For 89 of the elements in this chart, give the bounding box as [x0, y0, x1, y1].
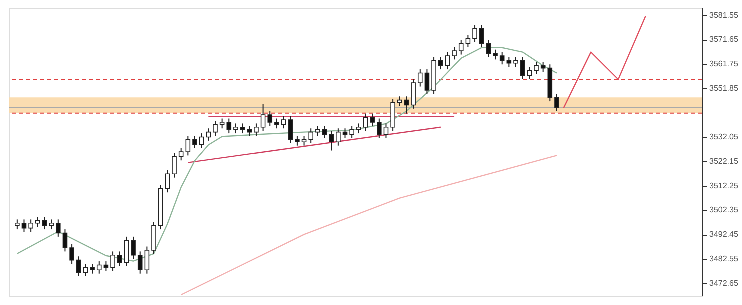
candlestick — [424, 69, 430, 95]
candlestick — [384, 123, 389, 139]
candlestick — [36, 216, 40, 228]
candlestick — [110, 251, 116, 272]
candlestick — [288, 116, 294, 144]
candlestick — [124, 236, 130, 267]
candlestick — [274, 118, 280, 130]
candlestick — [302, 136, 307, 146]
candlestick — [458, 40, 464, 56]
candlestick — [240, 123, 246, 134]
candlestick — [322, 126, 328, 139]
y-tick-label: 3522.15 — [710, 156, 739, 166]
candlestick — [76, 256, 82, 277]
candlestick — [192, 136, 198, 149]
candlestick — [254, 123, 259, 136]
candlestick — [493, 49, 498, 60]
candlestick — [260, 104, 266, 132]
candlestick — [96, 261, 102, 274]
candlestick — [397, 96, 402, 107]
candlestick — [70, 244, 74, 264]
candlestick — [329, 130, 334, 152]
candlestick — [138, 251, 143, 274]
candlestick — [438, 56, 444, 70]
y-tick-label: 3571.65 — [710, 35, 739, 44]
candlestick — [308, 128, 314, 144]
candlestick — [83, 264, 88, 277]
y-tick-label: 3512.25 — [710, 181, 739, 190]
candlestick — [342, 128, 348, 139]
candlestick — [418, 69, 423, 88]
candlestick — [404, 96, 410, 114]
candlestick — [234, 123, 238, 134]
candlestick — [506, 56, 512, 68]
candlestick — [226, 118, 232, 134]
line-series — [16, 47, 558, 262]
candlestick — [500, 52, 505, 66]
candlestick — [90, 264, 95, 274]
candlestick — [22, 219, 27, 232]
candlestick — [350, 126, 354, 139]
candlestick — [479, 24, 484, 48]
candlestick — [213, 120, 218, 136]
candlestick — [445, 52, 450, 70]
candlestick — [220, 118, 225, 130]
line-series — [180, 155, 558, 296]
candlestick — [316, 126, 320, 136]
candlestick — [370, 113, 375, 127]
candlestick — [554, 94, 560, 112]
candlestick — [165, 170, 170, 194]
candlestick — [363, 113, 368, 132]
candlestick — [199, 133, 204, 149]
candlestick — [466, 34, 471, 48]
candlestick — [486, 40, 492, 58]
candlestick — [295, 136, 300, 146]
candlestick — [247, 126, 252, 136]
candlestick — [281, 116, 286, 130]
candlestick — [377, 118, 382, 139]
candlestick — [28, 219, 34, 232]
candlestick — [411, 78, 416, 110]
candlestick — [356, 123, 362, 134]
candlestick — [186, 136, 191, 156]
candlestick — [520, 56, 526, 80]
y-tick-label: 3482.55 — [710, 254, 739, 264]
candlestick — [15, 219, 20, 230]
candlestick — [534, 62, 539, 75]
candlestick — [144, 246, 150, 274]
candlestick — [336, 128, 341, 146]
candlestick — [117, 251, 122, 267]
candlestick — [472, 24, 478, 43]
y-tick-label: 3492.45 — [710, 230, 739, 240]
candlestick — [49, 219, 54, 230]
candlestick — [56, 219, 61, 238]
line-series — [563, 16, 646, 109]
candlestick — [131, 236, 136, 260]
y-tick-label: 3472.65 — [710, 278, 739, 288]
y-tick-label: 3502.35 — [710, 206, 739, 215]
candlestick — [514, 56, 518, 68]
candlestick — [178, 148, 184, 162]
candlestick — [452, 46, 457, 60]
candlestick — [527, 66, 532, 80]
candlestick — [540, 62, 546, 72]
candlestick — [268, 110, 273, 127]
y-tick-label: 3561.75 — [710, 60, 739, 68]
candlestick — [104, 261, 109, 272]
y-tick-label: 3551.85 — [710, 84, 739, 93]
y-tick-label: 3532.05 — [710, 132, 739, 142]
candlestick — [172, 152, 177, 178]
y-tick-label: 3581.55 — [710, 10, 739, 20]
candlestick — [42, 216, 48, 230]
candlestick — [62, 229, 68, 252]
candlestick — [206, 128, 212, 142]
